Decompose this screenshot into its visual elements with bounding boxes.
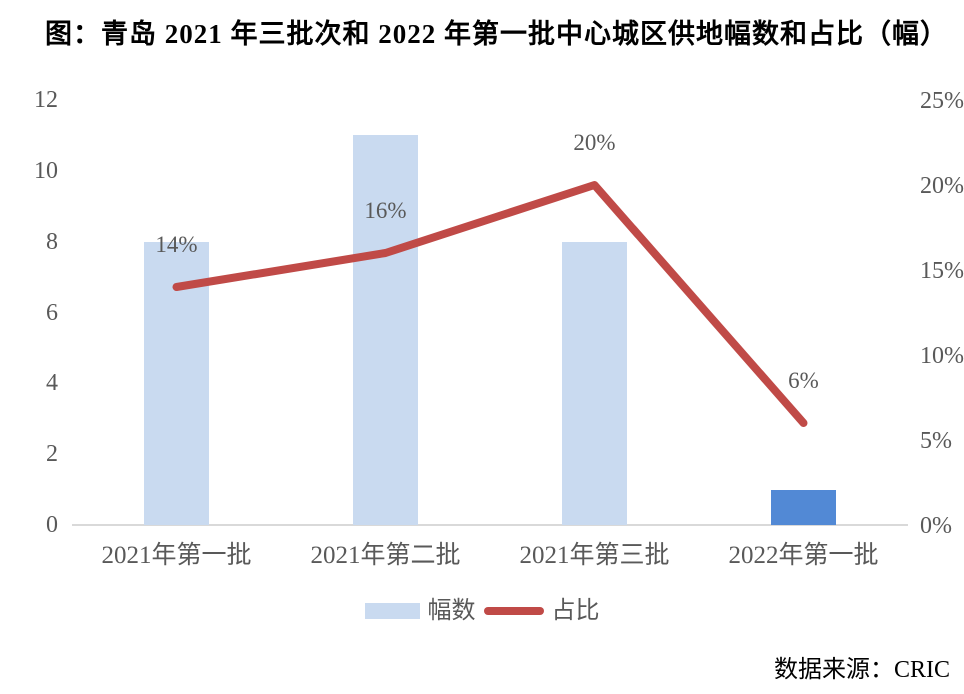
left-axis-tick: 6 [46, 299, 58, 326]
right-axis-tick: 25% [920, 88, 964, 114]
point-label: 14% [155, 232, 198, 257]
bar-2021年第二批 [353, 135, 418, 525]
point-label: 6% [788, 368, 819, 393]
bar-2021年第三批 [562, 241, 627, 525]
x-label: 2021年第二批 [310, 542, 461, 569]
legend-line-swatch [483, 607, 544, 615]
x-label: 2022年第一批 [728, 542, 879, 569]
legend-label: 占比 [551, 598, 600, 624]
left-axis-tick: 10 [34, 157, 58, 184]
legend-bar-swatch [364, 603, 420, 619]
chart-title: 图：青岛 2021 年三批次和 2022 年第一批中心城区供地幅数和占比（幅） [45, 19, 948, 49]
right-axis-tick: 0% [920, 513, 952, 539]
right-axis-tick: 20% [920, 173, 964, 199]
left-axis-tick: 0 [46, 512, 58, 538]
right-axis-tick: 15% [920, 258, 964, 284]
x-label: 2021年第一批 [101, 542, 252, 569]
ratio-line [172, 181, 808, 427]
left-axis-tick: 8 [46, 228, 58, 255]
bar-2022年第一批 [771, 489, 836, 525]
data-source: 数据来源：CRIC [773, 657, 950, 683]
x-label: 2021年第三批 [519, 542, 670, 569]
left-axis-tick: 4 [46, 370, 58, 397]
legend-label: 幅数 [427, 598, 476, 624]
right-axis-tick: 10% [920, 343, 964, 369]
legend: 幅数 占比 [0, 597, 964, 625]
point-label: 20% [573, 130, 616, 155]
right-axis-tick: 5% [920, 428, 952, 454]
left-axis-tick: 12 [34, 87, 58, 113]
bar-2021年第一批 [144, 241, 209, 525]
x-axis-line [72, 524, 908, 526]
point-label: 16% [364, 198, 407, 223]
left-axis-tick: 2 [46, 441, 58, 468]
